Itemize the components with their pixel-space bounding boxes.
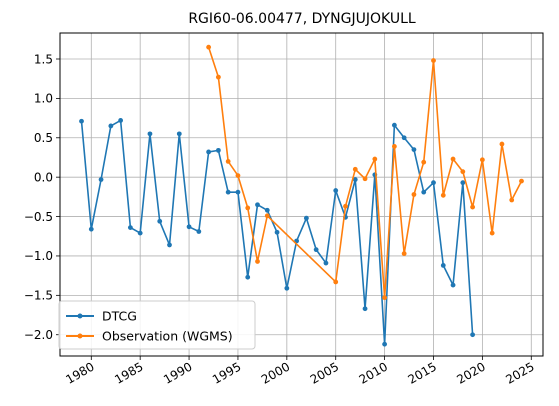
data-point-observation: [362, 176, 368, 182]
data-point-dtcg: [303, 215, 309, 221]
data-point-observation: [255, 259, 260, 264]
data-point-observation: [509, 197, 515, 203]
data-point-dtcg: [108, 123, 114, 129]
data-point-observation: [411, 192, 417, 197]
data-point-dtcg: [245, 274, 251, 280]
data-point-dtcg: [362, 306, 368, 312]
data-point-observation: [391, 144, 397, 149]
data-point-dtcg: [450, 282, 456, 288]
data-point-dtcg: [421, 189, 427, 195]
data-point-observation: [333, 279, 339, 285]
data-point-dtcg: [137, 230, 143, 236]
y-tick-label: −1.5: [24, 289, 53, 303]
data-point-dtcg: [274, 229, 280, 235]
y-tick-label: 1.5: [34, 52, 53, 66]
data-point-observation: [343, 203, 348, 209]
y-tick-label: −0.5: [24, 210, 53, 224]
data-point-observation: [479, 157, 485, 163]
data-point-dtcg: [264, 207, 270, 213]
data-point-observation: [372, 156, 378, 162]
data-point-observation: [225, 159, 231, 164]
legend-marker-dtcg: [77, 313, 83, 319]
data-point-observation: [431, 58, 436, 63]
data-point-dtcg: [147, 131, 153, 137]
data-point-dtcg: [167, 242, 172, 248]
data-point-observation: [499, 141, 505, 147]
data-point-dtcg: [196, 229, 202, 234]
data-point-observation: [421, 159, 427, 165]
data-point-dtcg: [186, 224, 192, 230]
data-point-dtcg: [391, 122, 397, 128]
data-point-observation: [352, 166, 358, 172]
data-point-dtcg: [323, 260, 329, 266]
data-point-dtcg: [470, 332, 476, 338]
data-point-dtcg: [79, 118, 84, 124]
y-tick-label: −1.0: [24, 249, 53, 263]
legend-box: [58, 300, 256, 350]
data-point-dtcg: [157, 218, 163, 224]
chart-title: RGI60-06.00477, DYNGJUJOKULL: [188, 11, 416, 27]
plot-series: [79, 44, 524, 347]
data-point-observation: [401, 251, 407, 256]
data-point-dtcg: [313, 247, 319, 253]
data-point-observation: [245, 205, 251, 211]
data-point-dtcg: [284, 285, 290, 291]
data-point-observation: [519, 178, 524, 184]
data-point-dtcg: [88, 226, 94, 232]
plot-frame: [59, 32, 544, 357]
data-point-dtcg: [118, 118, 124, 123]
data-point-observation: [470, 204, 476, 210]
data-point-dtcg: [225, 189, 231, 195]
y-tick-label: 1.0: [34, 92, 53, 106]
data-point-dtcg: [411, 147, 417, 152]
legend-label-dtcg: DTCG: [102, 309, 137, 324]
data-point-dtcg: [401, 135, 407, 141]
data-point-dtcg: [333, 188, 339, 193]
y-tick-label: 0.0: [34, 170, 53, 184]
data-point-dtcg: [352, 177, 358, 182]
legend-label-observation: Observation (WGMS): [102, 329, 233, 344]
y-tick-label: −2.0: [24, 328, 53, 342]
y-tick-label: 0.5: [34, 131, 53, 145]
legend: DTCG Observation (WGMS): [58, 300, 256, 350]
grid: [60, 33, 543, 356]
data-point-observation: [235, 173, 241, 178]
data-point-dtcg: [176, 131, 182, 137]
legend-marker-observation: [77, 333, 83, 339]
data-point-dtcg: [98, 177, 104, 182]
data-point-dtcg: [440, 263, 446, 268]
data-point-observation: [206, 44, 212, 50]
data-point-dtcg: [460, 180, 466, 186]
data-point-observation: [489, 230, 495, 236]
data-point-observation: [450, 156, 456, 162]
data-point-observation: [460, 169, 466, 175]
data-point-observation: [382, 295, 388, 301]
data-point-dtcg: [127, 225, 133, 230]
data-point-dtcg: [431, 180, 436, 186]
data-point-dtcg: [382, 341, 388, 347]
data-point-dtcg: [235, 189, 241, 195]
data-point-observation: [264, 213, 270, 219]
data-point-dtcg: [206, 149, 212, 155]
data-point-dtcg: [215, 147, 221, 153]
data-point-observation: [440, 192, 446, 198]
data-point-dtcg: [255, 202, 260, 208]
data-point-observation: [215, 74, 221, 80]
